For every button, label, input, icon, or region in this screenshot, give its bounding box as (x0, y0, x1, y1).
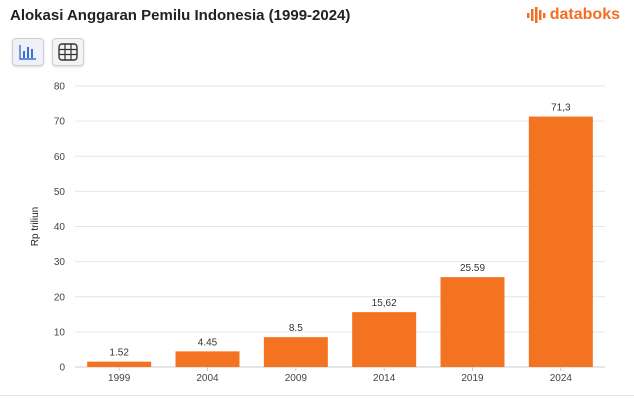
logo-text: databoks (549, 6, 620, 23)
x-tick-label: 1999 (108, 373, 131, 384)
x-axis-ticks: 1999 2004 2009 2014 2019 2024 (108, 367, 572, 384)
data-label: 15,62 (372, 298, 397, 309)
view-toolbar (12, 38, 84, 66)
x-tick-label: 2009 (285, 373, 308, 384)
bar[interactable] (440, 277, 505, 367)
bars (87, 116, 593, 367)
bar[interactable] (175, 351, 240, 367)
y-axis-ticks: 0 10 20 30 40 50 60 70 80 (54, 82, 66, 374)
y-tick-label: 70 (54, 117, 66, 128)
data-label: 71,3 (551, 103, 571, 114)
bar-chart-icon (19, 45, 36, 60)
grid-lines (75, 85, 605, 368)
footer-divider (0, 395, 634, 396)
data-label: 1.52 (109, 348, 129, 359)
x-tick-label: 2024 (550, 373, 573, 384)
data-label: 25.59 (460, 263, 485, 274)
y-tick-label: 40 (54, 222, 66, 233)
x-tick-label: 2004 (196, 373, 219, 384)
y-tick-label: 10 (54, 327, 66, 338)
y-tick-label: 60 (54, 152, 66, 163)
y-tick-label: 0 (59, 363, 65, 374)
y-axis-label: Rp triliun (30, 207, 41, 246)
table-view-button[interactable] (52, 38, 84, 66)
bar[interactable] (352, 312, 417, 367)
y-tick-label: 80 (54, 82, 66, 93)
y-tick-label: 20 (54, 292, 66, 303)
chart-title: Alokasi Anggaran Pemilu Indonesia (1999-… (10, 7, 351, 24)
data-label: 4.45 (198, 337, 218, 348)
chart-view-button[interactable] (12, 38, 44, 66)
databoks-logo[interactable]: databoks (526, 6, 620, 24)
y-tick-label: 50 (54, 187, 66, 198)
bar[interactable] (87, 361, 152, 367)
databoks-logo-icon (526, 7, 546, 23)
table-grid-icon (58, 43, 78, 61)
data-label: 8.5 (289, 323, 303, 334)
x-tick-label: 2019 (461, 373, 484, 384)
y-tick-label: 30 (54, 257, 66, 268)
x-tick-label: 2014 (373, 373, 396, 384)
bar[interactable] (263, 337, 328, 367)
bar[interactable] (528, 116, 593, 367)
data-labels: 1.52 4.45 8.5 15,62 25.59 71,3 (109, 103, 571, 359)
